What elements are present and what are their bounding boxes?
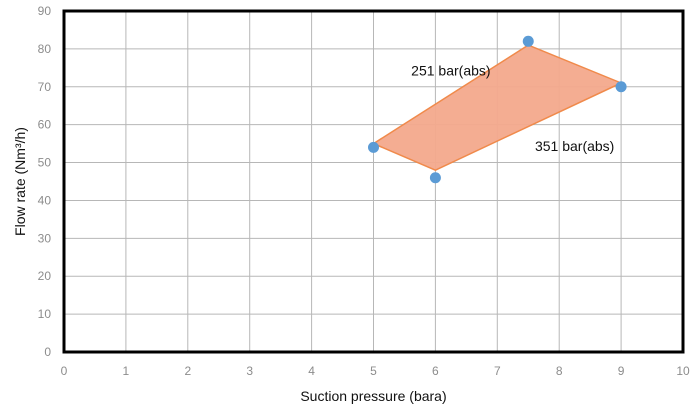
grid-layer [63, 10, 684, 353]
x-tick-label: 3 [246, 364, 253, 378]
y-tick-label: 10 [38, 307, 52, 321]
y-tick-label: 0 [44, 345, 51, 359]
x-tick-label: 0 [61, 364, 68, 378]
x-tick-label: 8 [556, 364, 563, 378]
x-tick-label: 5 [370, 364, 377, 378]
y-tick-label: 80 [38, 42, 52, 56]
y-tick-label: 50 [38, 156, 52, 170]
y-tick-label: 40 [38, 193, 52, 207]
x-tick-label: 1 [123, 364, 130, 378]
y-axis-title: Flow rate (Nm³/h) [12, 127, 28, 236]
y-tick-label: 20 [38, 269, 52, 283]
plot-frame [62, 9, 685, 354]
data-point [615, 81, 627, 93]
annotation-label: 251 bar(abs) [411, 62, 490, 78]
x-axis-title: Suction pressure (bara) [300, 388, 446, 404]
tick-layer: 0 1 2 3 4 5 6 7 8 9 10 0 10 20 30 40 50 60 70 80 90 [38, 4, 690, 378]
annotation-layer: 251 bar(abs) 351 bar(abs) [411, 62, 614, 154]
y-tick-label: 70 [38, 80, 52, 94]
point-layer [368, 35, 627, 184]
x-tick-label: 7 [494, 364, 501, 378]
data-point [368, 141, 379, 153]
x-tick-label: 4 [308, 364, 315, 378]
x-tick-label: 2 [184, 364, 191, 378]
y-tick-label: 90 [38, 4, 52, 18]
data-point [522, 35, 534, 47]
frame-layer [62, 9, 685, 354]
x-tick-label: 10 [676, 364, 690, 378]
y-tick-label: 30 [38, 231, 52, 245]
annotation-label: 351 bar(abs) [535, 138, 614, 154]
y-tick-label: 60 [38, 118, 52, 132]
x-tick-label: 6 [432, 364, 439, 378]
x-tick-label: 9 [618, 364, 625, 378]
data-point [429, 172, 441, 184]
